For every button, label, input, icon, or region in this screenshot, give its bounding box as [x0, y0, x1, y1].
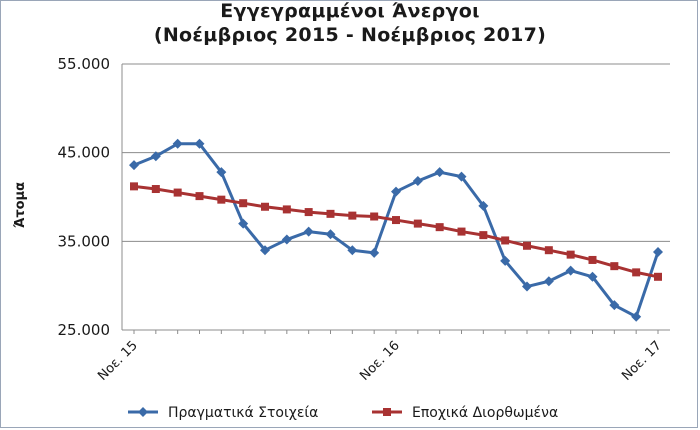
data-point [239, 199, 248, 208]
data-point [609, 300, 620, 311]
data-point [500, 255, 511, 266]
data-point [370, 212, 379, 221]
data-point [326, 209, 335, 218]
data-point [392, 216, 400, 225]
data-point [457, 227, 466, 236]
data-point [456, 171, 467, 182]
data-point [151, 185, 160, 194]
data-point [304, 208, 313, 217]
data-point [632, 268, 641, 277]
data-point [217, 195, 226, 204]
axes: 25.000 35.000 45.000 55.000 Νοε. 15 Νοε. 16 Νο… [13, 55, 670, 384]
y-tick-label: 55.000 [58, 55, 111, 73]
data-point [383, 408, 391, 416]
data-point [282, 205, 291, 214]
data-point [412, 176, 423, 187]
data-point [216, 167, 227, 178]
data-point [413, 219, 422, 228]
x-tick-label: Νοε. 15 [95, 338, 141, 384]
data-point [544, 246, 553, 255]
data-point [479, 231, 488, 240]
data-point [631, 311, 642, 322]
data-point [565, 265, 576, 276]
legend: Πραγματικά Στοιχεία Εποχικά Διορθωμένα [128, 405, 558, 421]
data-point [130, 182, 138, 191]
data-point [238, 218, 249, 229]
series-2 [130, 182, 662, 281]
series-1 [129, 138, 663, 322]
data-point [325, 229, 336, 240]
data-point [347, 245, 358, 256]
data-point [150, 151, 161, 162]
data-point [588, 255, 597, 264]
y-tick-label: 25.000 [58, 321, 111, 339]
data-point [654, 272, 662, 281]
data-point [260, 245, 270, 256]
data-point [478, 200, 489, 211]
data-point [391, 186, 401, 197]
data-point [281, 234, 292, 245]
data-point [138, 407, 148, 417]
data-point [501, 236, 510, 245]
data-point [587, 271, 598, 282]
data-point [172, 138, 183, 149]
data-point [522, 281, 532, 292]
data-point [653, 246, 663, 257]
y-tick-label: 35.000 [58, 232, 111, 250]
data-point [610, 262, 619, 271]
x-tick-label: Νοε. 16 [357, 338, 403, 384]
data-point [435, 223, 444, 232]
data-point [348, 211, 357, 220]
data-point [261, 202, 269, 211]
chart-title: Εγγεγραμμένοι Άνεργοι [220, 0, 480, 22]
data-point [129, 160, 139, 171]
y-axis-label: Άτομα [13, 182, 28, 228]
legend-item-2: Εποχικά Διορθωμένα [372, 405, 558, 421]
series-layer [129, 138, 663, 322]
data-point [434, 167, 445, 178]
legend-label: Πραγματικά Στοιχεία [168, 405, 318, 421]
x-tick-label: Νοε. 17 [619, 338, 665, 384]
data-point [195, 192, 204, 201]
series-line [133, 142, 660, 319]
data-point [523, 241, 531, 250]
data-point [194, 138, 205, 149]
legend-label: Εποχικά Διορθωμένα [412, 405, 558, 421]
data-point [173, 188, 182, 197]
data-point [543, 276, 554, 287]
series-line [133, 184, 659, 279]
y-tick-label: 45.000 [58, 144, 111, 162]
data-point [303, 226, 314, 237]
data-point [369, 247, 380, 258]
data-point [566, 250, 575, 259]
legend-item-1: Πραγματικά Στοιχεία [128, 405, 318, 421]
chart-subtitle: (Νοέμβριος 2015 - Νοέμβριος 2017) [153, 24, 547, 46]
